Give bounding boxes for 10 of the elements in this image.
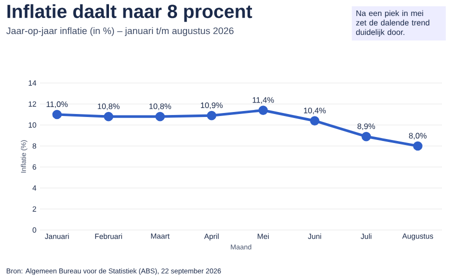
point [206, 110, 216, 120]
point [104, 112, 114, 122]
point [413, 141, 422, 151]
point [155, 112, 165, 122]
point [258, 106, 268, 115]
chart-subtitle: Jaar-op-jaar inflatie (in %) – januari t/m augustus 2026 [6, 27, 234, 36]
point [362, 132, 371, 142]
chart-title: Inflatie daalt naar 8 procent [7, 4, 252, 22]
point [310, 116, 320, 126]
point [52, 110, 62, 120]
